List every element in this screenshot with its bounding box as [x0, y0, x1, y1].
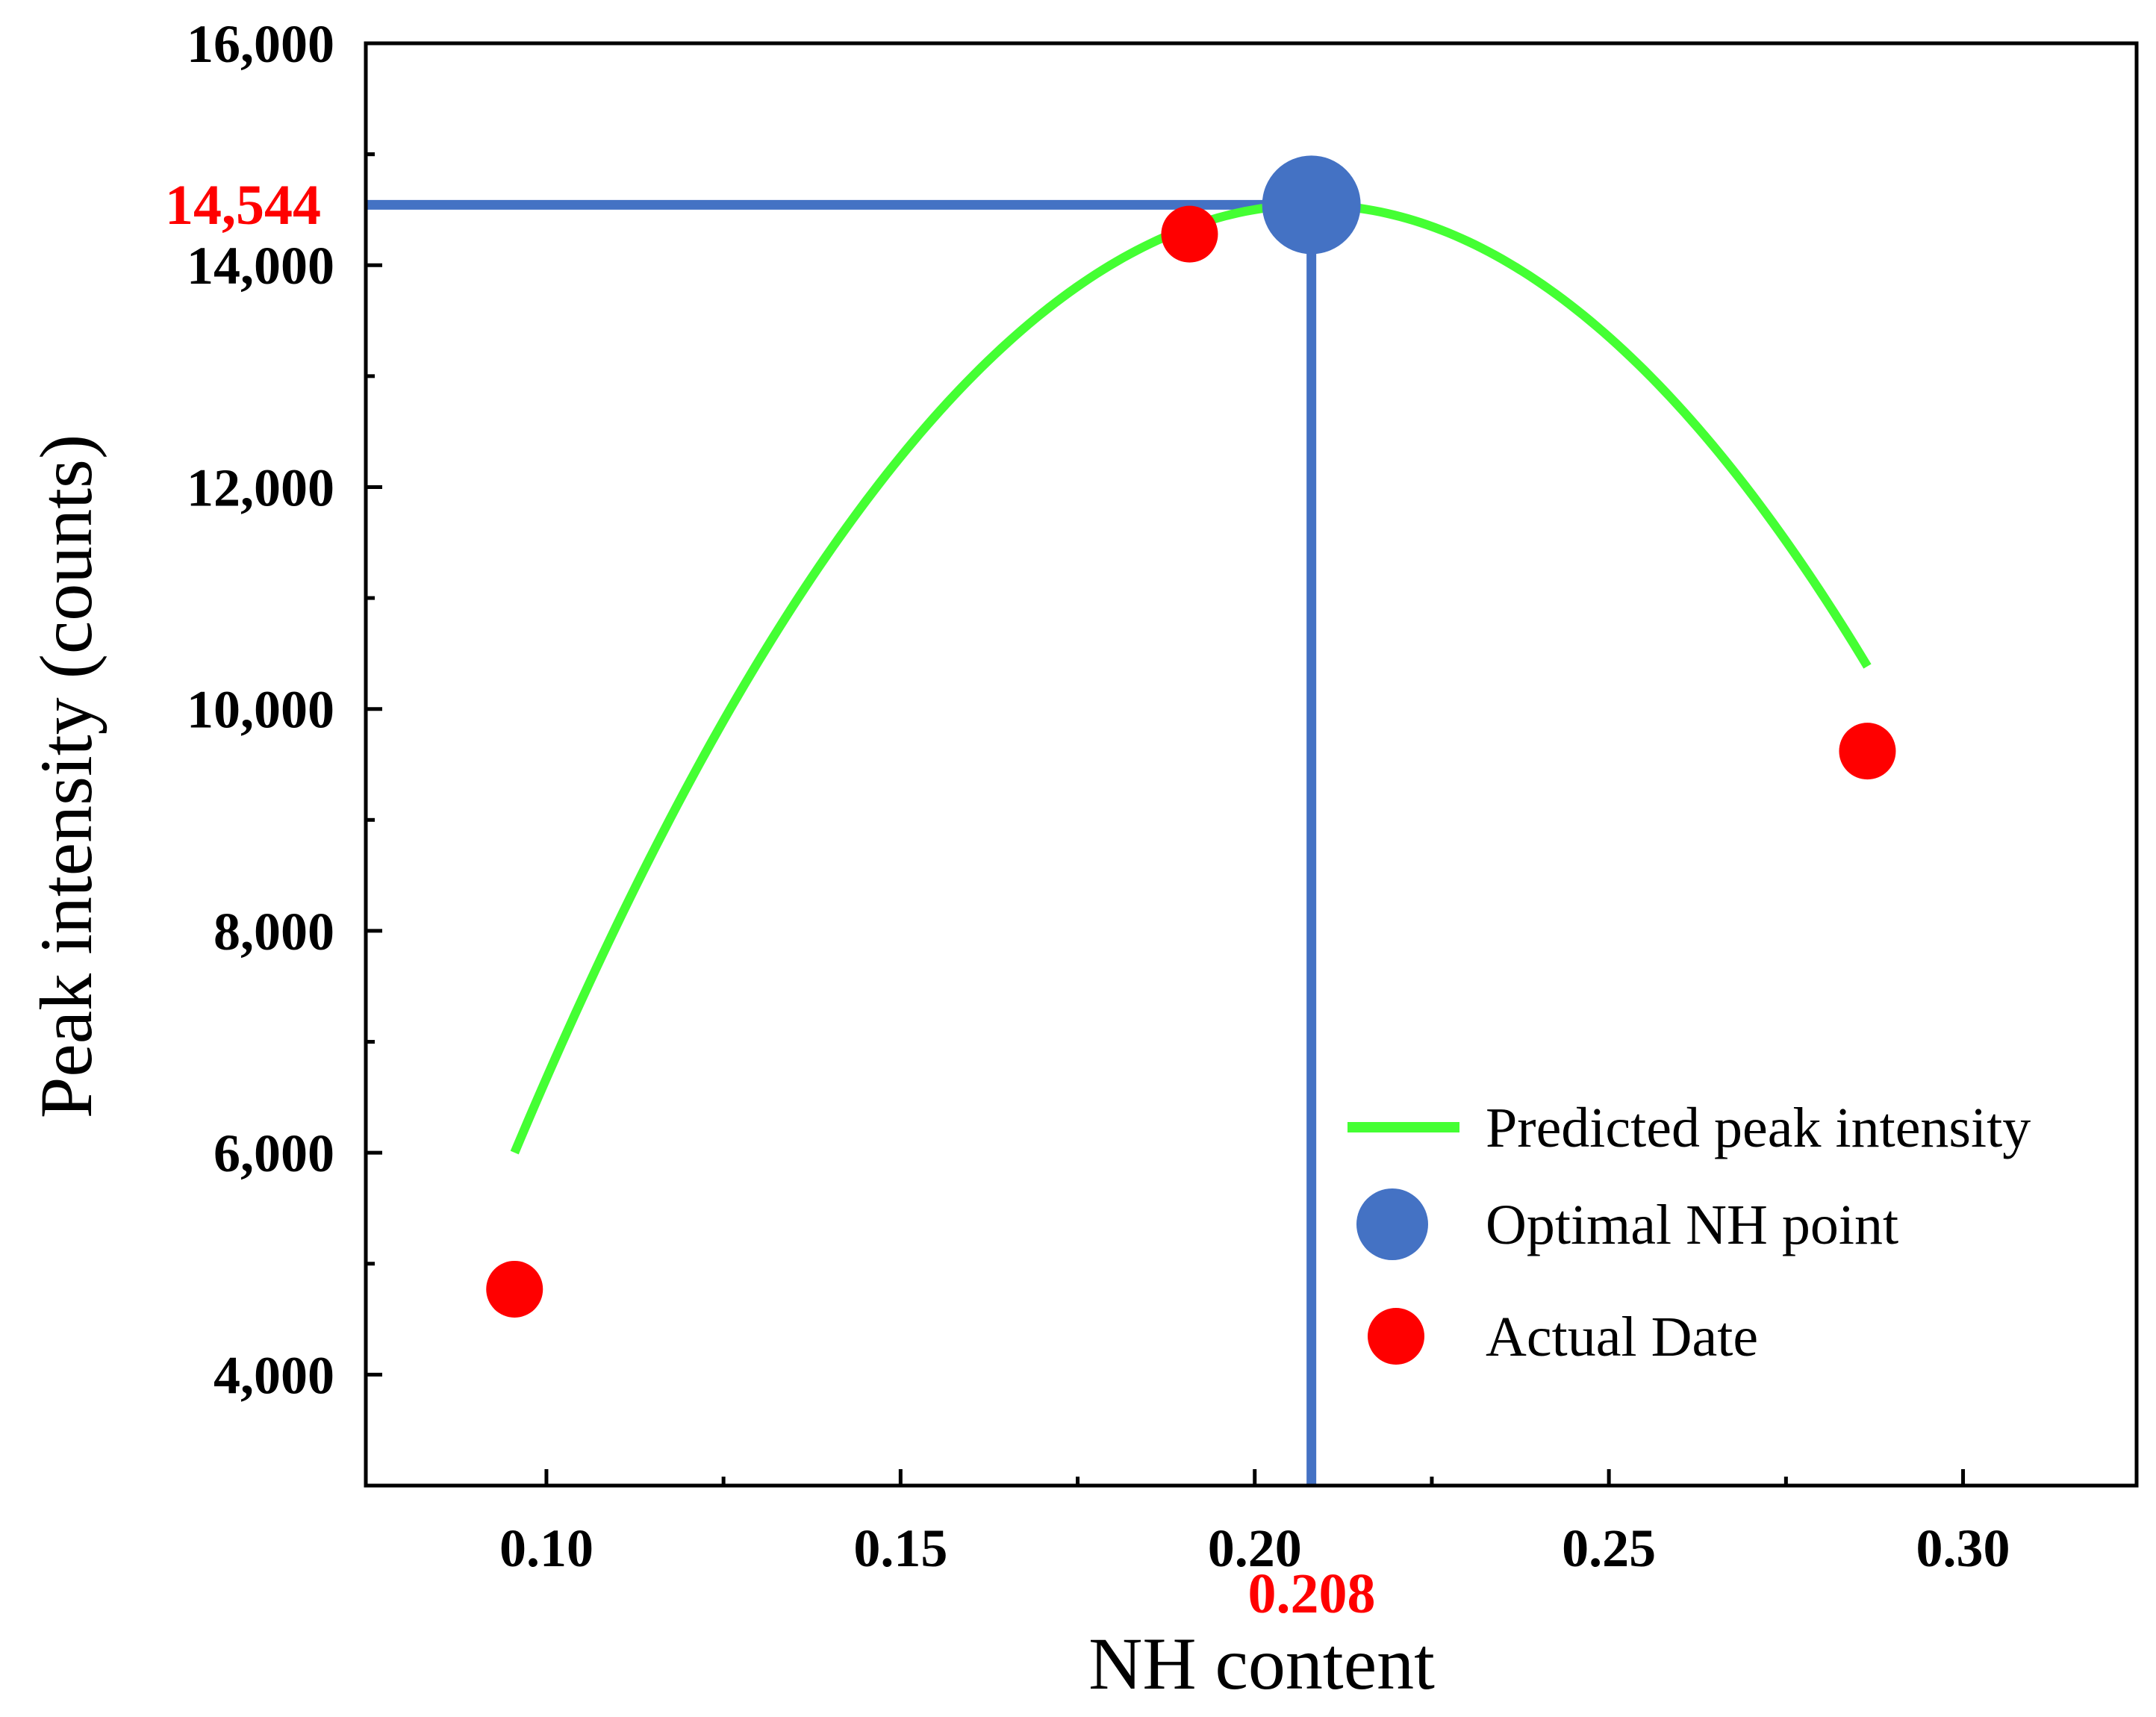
x-tick-label: 0.30: [1916, 1518, 2010, 1578]
y-tick-label: 10,000: [187, 680, 334, 740]
y-tick-label: 14,000: [187, 236, 334, 296]
y-tick-label: 4,000: [214, 1345, 334, 1405]
legend-label-optimal: Optimal NH point: [1486, 1194, 1898, 1256]
reference-lines: [366, 199, 1317, 1486]
predicted-curve: [510, 200, 1872, 1155]
legend: Predicted peak intensity Optimal NH poin…: [1348, 1097, 2031, 1368]
y-tick-label: 6,000: [214, 1124, 334, 1183]
actual-data-point: [1161, 205, 1218, 263]
actual-data-point: [486, 1260, 543, 1318]
legend-marker-optimal: [1356, 1188, 1428, 1260]
legend-label-actual: Actual Date: [1486, 1306, 1758, 1368]
y-axis-title: Peak intensity (counts): [25, 434, 108, 1119]
ticks: 0.10 0.15 0.20 0.25 0.30 4,000 6,000 8,000 10,00…: [187, 14, 2010, 1578]
x-tick-label: 0.25: [1562, 1518, 1656, 1578]
x-value-annotation: 0.208: [1248, 1562, 1376, 1625]
y-value-annotation: 14,544: [165, 174, 321, 237]
legend-marker-actual: [1368, 1308, 1424, 1365]
predicted-curve-layer: [510, 200, 1872, 1155]
y-tick-label: 16,000: [187, 14, 334, 74]
x-tick-label: 0.20: [1208, 1518, 1302, 1578]
y-tick-label: 12,000: [187, 458, 334, 517]
x-tick-label: 0.15: [853, 1518, 947, 1578]
axes: [364, 41, 2139, 1488]
plot-frame: [364, 41, 2139, 1488]
actual-data-point: [1839, 723, 1896, 780]
optimal-point: [1262, 155, 1361, 255]
x-axis-title: NH content: [1088, 1622, 1435, 1705]
x-tick-label: 0.10: [499, 1518, 593, 1578]
y-tick-label: 8,000: [214, 902, 334, 962]
legend-label-predicted: Predicted peak intensity: [1486, 1097, 2031, 1159]
data-points-layer: [486, 155, 1896, 1318]
